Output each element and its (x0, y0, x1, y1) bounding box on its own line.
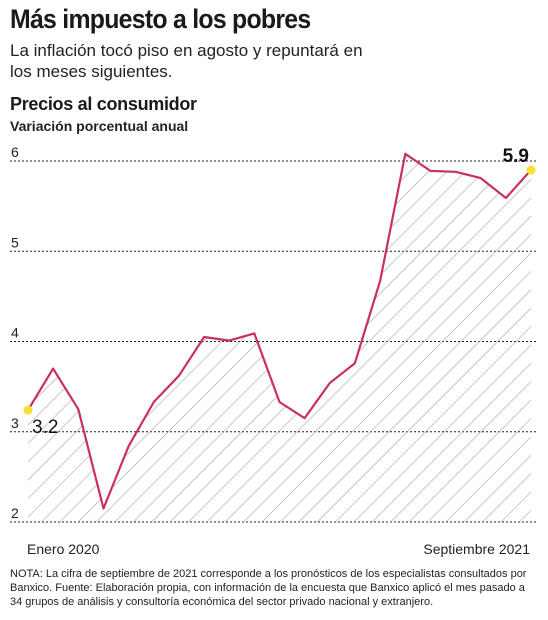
inflation-chart: 2 3 4 5 6 3.2 5.9 Enero 2020 Septiembre 2021 (10, 144, 538, 557)
area-fill (28, 153, 531, 523)
end-value-label: 5.9 (503, 146, 529, 167)
y-tick-label-5: 5 (11, 234, 19, 250)
y-tick-label-4: 4 (11, 325, 19, 341)
start-value-label: 3.2 (32, 417, 58, 438)
y-tick-label-3: 3 (11, 415, 19, 431)
chart-subtitle: Variación porcentual anual (10, 118, 189, 134)
headline: Más impuesto a los pobres (10, 4, 311, 34)
x-tick-label-end: Septiembre 2021 (423, 541, 530, 557)
chart-title: Precios al consumidor (10, 94, 197, 114)
footnote: NOTA: La cifra de septiembre de 2021 cor… (10, 568, 527, 608)
start-point-marker (23, 405, 33, 415)
y-tick-label-2: 2 (11, 505, 19, 521)
deck-text: La inflación tocó piso en agosto y repun… (10, 41, 363, 81)
y-tick-label-6: 6 (11, 144, 19, 160)
marker-layer: 3.2 5.9 (23, 146, 536, 438)
series-line (27, 152, 532, 510)
x-tick-label-start: Enero 2020 (27, 541, 100, 557)
end-point-marker (526, 165, 536, 175)
